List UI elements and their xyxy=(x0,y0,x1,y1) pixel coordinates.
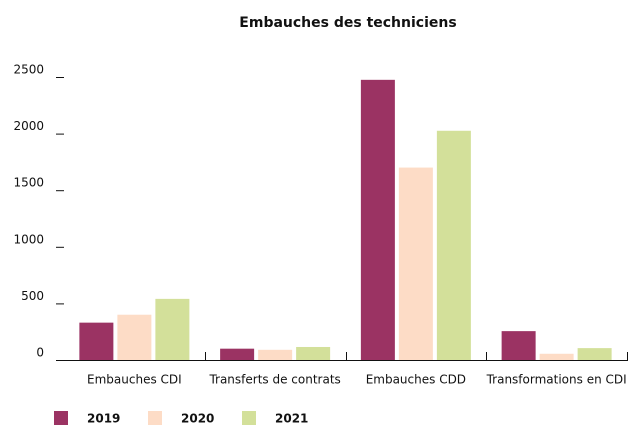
y-tick-label: 1000 xyxy=(13,232,44,246)
y-tick-label: 1500 xyxy=(13,176,44,190)
legend-swatch xyxy=(54,411,68,425)
bar xyxy=(360,79,395,360)
bar xyxy=(436,130,471,360)
y-tick-label: 500 xyxy=(21,289,44,303)
x-tick-label: Embauches CDI xyxy=(87,373,182,387)
legend-swatch xyxy=(242,411,256,425)
bar xyxy=(577,348,612,360)
bar xyxy=(296,346,331,360)
legend-swatch xyxy=(148,411,162,425)
y-tick-label: 0 xyxy=(36,346,44,360)
legend-label: 2019 xyxy=(87,412,120,426)
x-tick-label: Embauches CDD xyxy=(366,373,466,387)
chart-title: Embauches des techniciens xyxy=(239,15,456,31)
y-tick-label: 2000 xyxy=(13,119,44,133)
bar xyxy=(155,298,190,360)
bar xyxy=(501,331,536,360)
bar xyxy=(79,322,114,360)
x-tick-label: Transferts de contrats xyxy=(208,373,340,387)
y-tick-label: 2500 xyxy=(13,63,44,77)
legend: 2019 2020 2021 xyxy=(54,411,308,426)
bar xyxy=(398,167,433,360)
bar xyxy=(539,353,574,360)
bar xyxy=(117,314,152,360)
bar xyxy=(258,349,293,360)
x-tick-label: Transformations en CDI xyxy=(486,373,627,387)
bar xyxy=(220,348,255,360)
legend-label: 2021 xyxy=(275,412,308,426)
legend-label: 2020 xyxy=(181,412,214,426)
